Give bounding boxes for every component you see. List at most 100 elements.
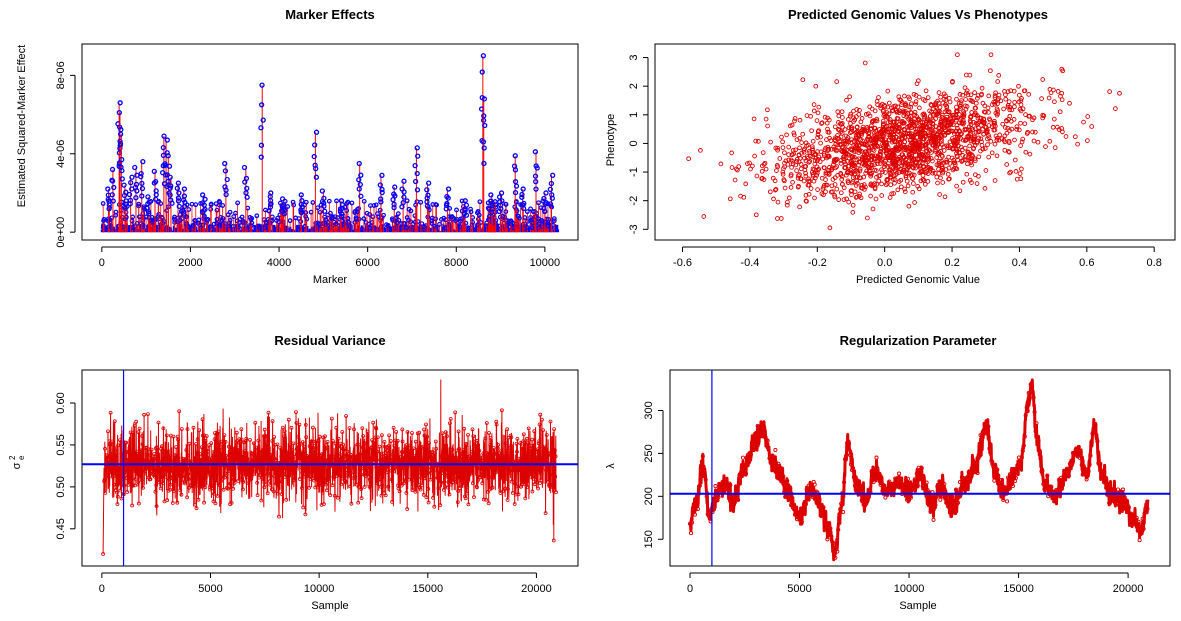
marker-peak-point (299, 198, 305, 204)
pheno-point (796, 173, 801, 178)
marker-peak-point (152, 196, 159, 202)
marker-peak-point (414, 170, 420, 177)
pheno-point (867, 113, 873, 119)
pheno-point (830, 177, 836, 182)
pheno-point (814, 164, 820, 170)
pheno-point (964, 171, 970, 177)
resvar-point (134, 419, 139, 424)
pheno-point (958, 106, 963, 111)
lambda-point (792, 502, 797, 507)
marker-point (457, 218, 463, 224)
lambda-point (923, 485, 928, 490)
lambda-point (1095, 439, 1100, 444)
pheno-point (1014, 126, 1020, 132)
lambda-point (821, 505, 826, 510)
ylabel-resvar-sub: e (17, 455, 26, 460)
lambda-point (915, 483, 920, 488)
lambda-point (738, 472, 744, 477)
marker-peak-point (165, 153, 171, 159)
pheno-point (780, 171, 786, 177)
resvar-point (345, 449, 350, 454)
resvar-point (139, 454, 144, 459)
lambda-point (695, 506, 700, 512)
lambda-point (955, 500, 961, 505)
marker-point (240, 220, 246, 225)
pheno-point (849, 159, 855, 164)
resvar-point (231, 486, 236, 491)
marker-peak-point (167, 174, 173, 180)
marker-point (429, 221, 435, 226)
marker-point (326, 198, 332, 204)
pheno-point (930, 135, 936, 141)
resvar-point (311, 439, 316, 444)
pheno-point (870, 206, 876, 212)
resvar-point (186, 477, 191, 481)
pheno-x-tick-label: -0.4 (740, 257, 759, 269)
resvar-point (161, 481, 165, 485)
marker-peak-point (548, 180, 555, 187)
marker-point (408, 208, 414, 214)
pheno-point (906, 164, 912, 170)
resvar-point (411, 446, 416, 451)
pheno-x-tick-label: 0.4 (1012, 257, 1027, 269)
pheno-point (925, 179, 931, 184)
pheno-point (884, 177, 890, 182)
pheno-point (910, 176, 915, 181)
pheno-point (969, 98, 975, 104)
resvar-point (270, 439, 275, 443)
lambda-point (1007, 472, 1013, 477)
pheno-point (893, 165, 899, 171)
resvar-point (108, 442, 112, 447)
pheno-point (888, 172, 893, 178)
pheno-point (809, 128, 814, 134)
pheno-point (971, 146, 976, 152)
pheno-point (851, 119, 856, 124)
resvar-point (265, 467, 270, 472)
resvar-point (197, 452, 202, 456)
pheno-point (896, 160, 902, 166)
pheno-point (792, 118, 797, 124)
resvar-point (530, 437, 534, 442)
marker-y-tick-label: 8e-06 (55, 61, 67, 89)
lambda-point (827, 531, 832, 536)
marker-point (249, 220, 255, 226)
pheno-point (902, 189, 908, 195)
resvar-point (137, 426, 142, 431)
marker-point (287, 218, 293, 224)
resvar-point (359, 487, 364, 491)
resvar-point (309, 470, 314, 475)
resvar-point (433, 439, 438, 444)
resvar-point (410, 488, 415, 493)
marker-point (513, 199, 519, 204)
resvar-point (461, 483, 466, 488)
resvar-point (281, 449, 286, 454)
marker-peak-point (424, 187, 430, 193)
pheno-point (935, 141, 941, 147)
marker-point (463, 220, 469, 226)
resvar-point (544, 468, 549, 473)
pheno-point (819, 121, 824, 126)
pheno-point (927, 127, 932, 132)
pheno-x-tick-label: 0.6 (1079, 257, 1094, 269)
marker-peak-point (550, 172, 556, 178)
pheno-point (1006, 149, 1012, 155)
resvar-point (163, 448, 168, 453)
marker-peak-point (133, 195, 139, 201)
resvar-point (436, 469, 440, 474)
pheno-point (964, 134, 970, 140)
pheno-point (810, 138, 816, 144)
resvar-point (475, 485, 479, 490)
resvar-point (211, 499, 216, 504)
marker-point (231, 214, 237, 220)
resvar-point (118, 438, 122, 443)
resvar-point (209, 441, 214, 446)
marker-peak-point (533, 179, 539, 185)
pheno-point (818, 134, 823, 140)
resvar-point (449, 451, 454, 456)
resvar-point (193, 465, 198, 470)
marker-peak-point (497, 199, 503, 205)
pheno-point (962, 145, 968, 151)
pheno-point (842, 161, 848, 167)
resvar-point (139, 478, 144, 483)
